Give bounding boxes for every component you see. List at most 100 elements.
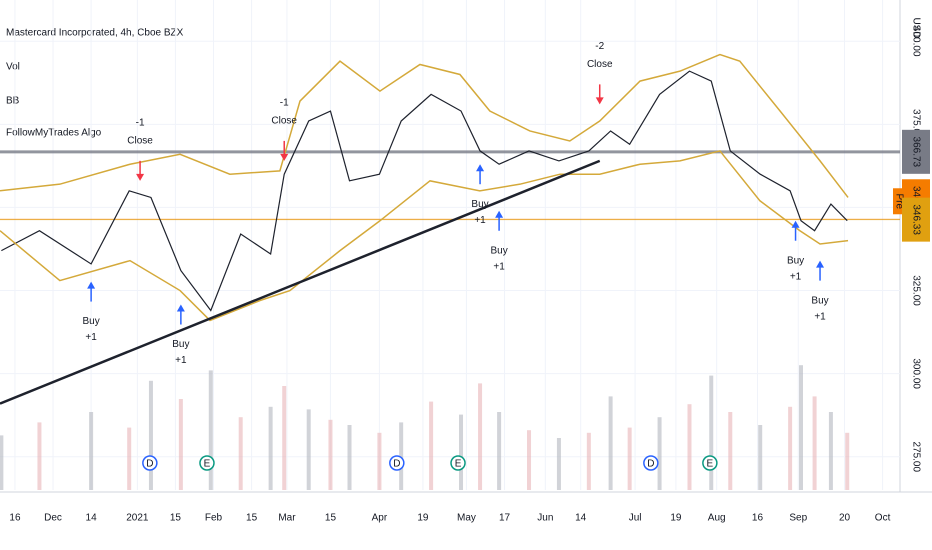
volume-bar (812, 396, 817, 490)
buy-label: +1 (85, 332, 97, 343)
volume-bar (282, 386, 287, 490)
close-arrow-head (595, 97, 604, 105)
buy-arrow-head (87, 281, 96, 289)
close-label: Close (587, 59, 613, 70)
x-tick-label: 14 (86, 513, 98, 524)
event-marker (199, 455, 215, 471)
volume-bar (758, 425, 763, 490)
event-marker (702, 455, 718, 471)
event-label: D (146, 459, 153, 470)
series-line (0, 150, 849, 322)
x-tick-label: 16 (9, 513, 21, 524)
close-arrow-head (280, 153, 289, 161)
volume-bar (0, 435, 4, 490)
volume-bar (89, 412, 94, 490)
close-label: Close (127, 135, 153, 146)
buy-arrow-head (476, 164, 485, 172)
volume-bar (238, 417, 243, 490)
close-label: Close (271, 116, 297, 127)
volume-bar (399, 422, 404, 490)
indicator-label: BB (6, 96, 20, 107)
volume-bar (828, 412, 833, 490)
x-tick-label: 19 (417, 513, 429, 524)
price-tag-label: 346.33 (910, 204, 921, 235)
currency-label: USD (910, 17, 921, 38)
buy-arrow-head (816, 260, 825, 268)
volume-bar (347, 425, 352, 490)
event-marker (450, 455, 466, 471)
x-tick-label: 16 (752, 513, 764, 524)
price-tag (902, 129, 930, 174)
event-label: E (707, 459, 714, 470)
volume-bar (527, 430, 532, 490)
x-tick-label: 15 (325, 513, 337, 524)
series-line (1, 70, 848, 312)
buy-label: Buy (82, 316, 99, 327)
buy-label: Buy (471, 199, 488, 210)
close-label: -2 (595, 41, 604, 52)
y-tick-label: 325.00 (910, 275, 921, 306)
volume-bar (798, 365, 803, 490)
volume-bar (608, 396, 613, 490)
close-label: -1 (280, 98, 289, 109)
y-tick-label: 375.00 (910, 109, 921, 140)
x-tick-label: 17 (499, 513, 511, 524)
price-tag-label: 366.73 (910, 137, 921, 168)
x-tick-label: Jul (629, 513, 642, 524)
buy-label: Buy (787, 255, 804, 266)
series-line (0, 159, 601, 405)
x-tick-label: Oct (875, 513, 891, 524)
y-tick-label: 400.00 (910, 26, 921, 57)
buy-label: +1 (814, 311, 826, 322)
price-tag-pre-label: Pre (893, 193, 904, 209)
event-label: D (393, 459, 400, 470)
x-tick-label: Sep (789, 513, 807, 524)
x-tick-label: May (457, 513, 476, 524)
volume-bar (709, 375, 714, 490)
volume-bar (728, 412, 733, 490)
event-label: E (204, 459, 211, 470)
volume-bar (845, 432, 850, 490)
event-label: E (455, 459, 462, 470)
volume-bar (178, 399, 183, 490)
buy-label: +1 (493, 261, 505, 272)
event-label: D (647, 459, 654, 470)
volume-bar (127, 427, 132, 490)
volume-bar (429, 401, 434, 490)
x-tick-label: Feb (205, 513, 223, 524)
buy-label: Buy (490, 245, 507, 256)
event-marker (389, 455, 405, 471)
buy-label: Buy (811, 295, 828, 306)
buy-arrow-head (791, 220, 800, 228)
buy-label: +1 (474, 215, 486, 226)
y-tick-label: 275.00 (910, 441, 921, 472)
buy-arrow-head (495, 210, 504, 218)
buy-label: +1 (175, 355, 187, 366)
series-line (0, 53, 849, 198)
volume-bar (556, 438, 561, 490)
buy-label: +1 (790, 271, 802, 282)
volume-bar (497, 412, 502, 490)
x-tick-label: 2021 (126, 513, 149, 524)
event-marker (643, 455, 659, 471)
volume-bar (459, 414, 464, 490)
price-tag (902, 197, 930, 242)
volume-bar (306, 409, 311, 490)
volume-bar (377, 432, 382, 490)
indicator-label: FollowMyTrades Algo (6, 128, 102, 139)
volume-bar (657, 417, 662, 490)
volume-bar (478, 383, 483, 490)
x-tick-label: 14 (575, 513, 587, 524)
indicator-label: Vol (6, 62, 20, 73)
x-tick-label: Aug (708, 513, 726, 524)
volume-bar (208, 370, 213, 490)
volume-bar (586, 432, 591, 490)
x-tick-label: Dec (44, 513, 62, 524)
volume-bar (627, 427, 632, 490)
volume-bar (268, 406, 273, 490)
event-marker (142, 455, 158, 471)
y-tick-label: 300.00 (910, 358, 921, 389)
close-label: -1 (136, 117, 145, 128)
